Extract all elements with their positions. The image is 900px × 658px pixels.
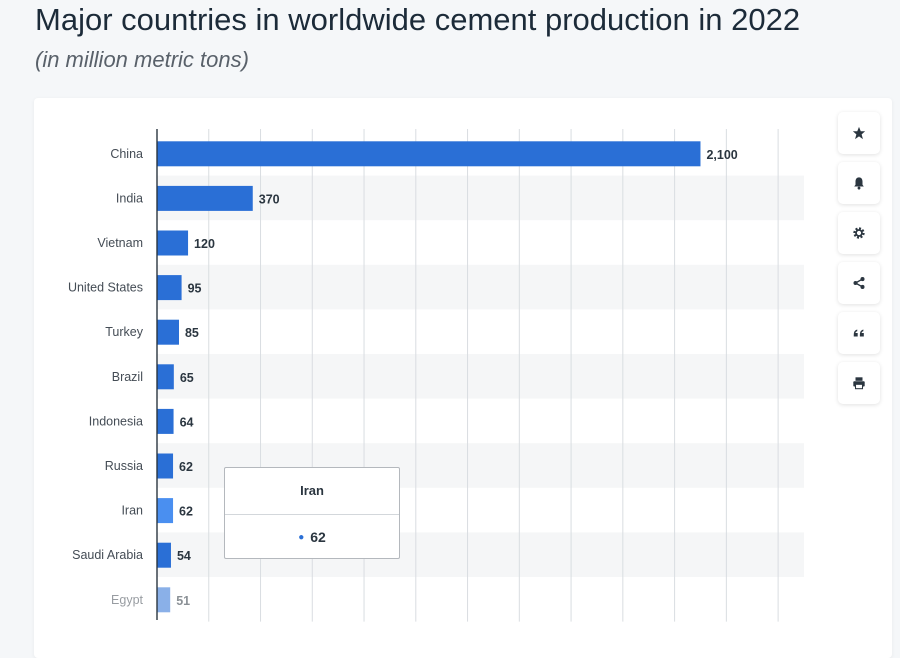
category-label: Brazil	[112, 370, 143, 384]
settings-button[interactable]	[838, 212, 880, 254]
bar	[157, 453, 174, 479]
share-button[interactable]	[838, 262, 880, 304]
tooltip-title: Iran	[225, 468, 399, 515]
bar	[157, 364, 174, 390]
bar	[157, 498, 174, 524]
data-label: 120	[194, 237, 215, 251]
row-stripe	[157, 175, 804, 221]
tooltip-row: ● 62	[225, 515, 399, 559]
favorite-button[interactable]	[838, 112, 880, 154]
data-label: 95	[188, 282, 202, 296]
bar	[157, 141, 701, 167]
bell-icon	[854, 177, 864, 190]
cite-button[interactable]	[838, 312, 880, 354]
category-label: Vietnam	[97, 236, 143, 250]
data-label: 65	[180, 371, 194, 385]
notification-button[interactable]	[838, 162, 880, 204]
bar	[157, 185, 253, 211]
series-dot-icon: ●	[298, 532, 305, 543]
category-label: Saudi Arabia	[72, 548, 143, 562]
data-label: 370	[259, 192, 280, 206]
chart-tooltip: Iran ● 62	[224, 467, 400, 559]
gear-icon	[853, 227, 865, 239]
data-label: 62	[179, 505, 193, 519]
row-stripe	[157, 354, 804, 399]
bar	[157, 587, 171, 613]
row-stripe	[157, 264, 804, 310]
category-label: Egypt	[111, 593, 143, 607]
category-label: United States	[68, 281, 143, 295]
data-label: 64	[180, 415, 194, 429]
category-label: India	[116, 191, 143, 205]
chart-toolbar	[838, 112, 880, 412]
quote-icon	[853, 329, 864, 337]
tooltip-value: 62	[310, 529, 326, 545]
print-button[interactable]	[838, 362, 880, 404]
print-icon	[853, 377, 865, 390]
bar	[157, 408, 174, 434]
category-label: China	[110, 147, 143, 161]
bar	[157, 319, 179, 345]
share-icon	[853, 277, 865, 289]
data-label: 54	[177, 549, 191, 563]
data-label: 51	[176, 594, 190, 608]
data-label: 2,100	[706, 148, 737, 162]
page-subtitle: (in million metric tons)	[35, 47, 249, 72]
bar	[157, 275, 182, 301]
bar	[157, 542, 171, 568]
category-label: Russia	[105, 459, 143, 473]
star-icon	[852, 126, 866, 140]
category-label: Turkey	[105, 325, 143, 339]
category-label: Iran	[121, 504, 143, 518]
page-title: Major countries in worldwide cement prod…	[35, 2, 801, 37]
category-label: Indonesia	[89, 414, 143, 428]
data-label: 62	[179, 460, 193, 474]
bar-chart: China 2,100 India 370 Vietnam 120 United State…	[67, 129, 804, 622]
bar	[157, 230, 189, 256]
data-label: 85	[185, 326, 199, 340]
